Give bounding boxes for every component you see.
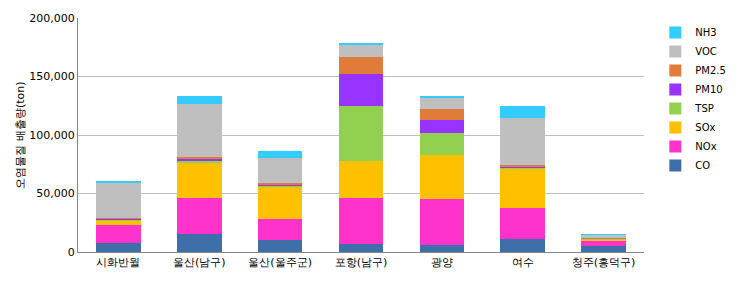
svg-text:울산(남구): 울산(남구)	[173, 256, 226, 269]
svg-text:VOC: VOC	[695, 46, 717, 57]
svg-text:오염물질 배출량(ton): 오염물질 배출량(ton)	[14, 81, 27, 188]
svg-text:50,000: 50,000	[36, 187, 75, 200]
svg-text:울산(울주군): 울산(울주군)	[248, 256, 312, 269]
svg-text:200,000: 200,000	[29, 12, 75, 25]
svg-text:NOx: NOx	[695, 141, 716, 152]
svg-text:시화반월: 시화반월	[96, 256, 140, 269]
svg-text:TSP: TSP	[694, 103, 714, 114]
svg-text:청주(흥덕구): 청주(흥덕구)	[572, 256, 636, 269]
svg-text:NH3: NH3	[695, 27, 716, 38]
svg-text:PM2.5: PM2.5	[695, 65, 726, 76]
svg-text:SOx: SOx	[695, 122, 715, 133]
svg-text:0: 0	[68, 246, 75, 259]
svg-text:PM10: PM10	[695, 84, 722, 95]
svg-text:150,000: 150,000	[29, 70, 75, 83]
svg-text:여수: 여수	[512, 256, 534, 269]
svg-text:CO: CO	[695, 160, 710, 171]
svg-text:100,000: 100,000	[29, 129, 75, 142]
svg-text:광양: 광양	[431, 256, 453, 269]
svg-text:포항(남구): 포항(남구)	[335, 256, 388, 269]
